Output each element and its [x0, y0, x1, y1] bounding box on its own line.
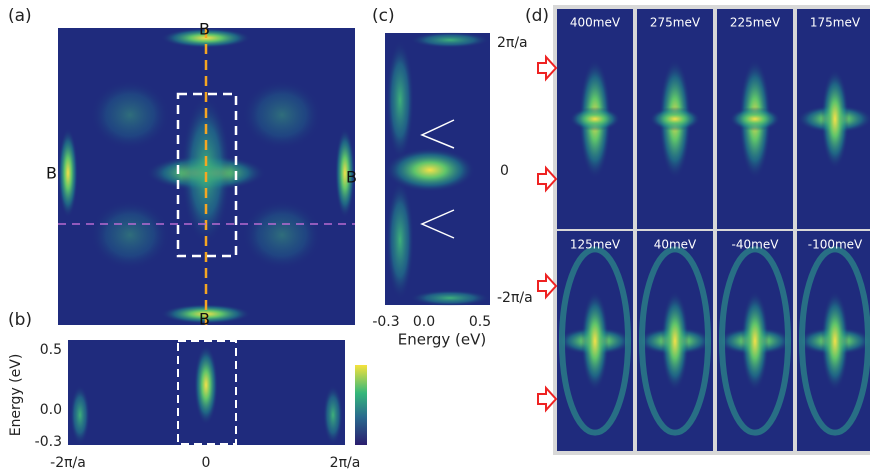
x-tick-label: 0.5 — [469, 314, 491, 330]
panel-label: (b) — [8, 310, 32, 330]
feature — [821, 291, 849, 391]
x-tick-label: 0 — [202, 455, 211, 471]
y-tick-label: -2π/a — [497, 290, 533, 306]
feature — [581, 291, 609, 391]
feature — [90, 200, 170, 270]
marker: B — [199, 20, 210, 39]
marker: B — [346, 168, 357, 187]
map-label: 125meV — [570, 238, 621, 252]
y-tick-label: 0.5 — [40, 342, 62, 358]
y-tick-label: 0 — [500, 163, 509, 179]
feature — [410, 32, 490, 48]
x-tick-label: 0.0 — [413, 314, 435, 330]
panel-label: (a) — [8, 6, 32, 26]
feature — [386, 180, 414, 300]
panel-label: (d) — [525, 6, 549, 26]
marker: B — [46, 164, 57, 183]
feature — [821, 69, 849, 169]
feature — [58, 128, 78, 218]
axis-title: Energy (eV) — [398, 331, 486, 349]
map-label: 400meV — [570, 16, 621, 30]
map-label: -40meV — [732, 238, 780, 252]
map-label: 175meV — [810, 16, 861, 30]
feature — [242, 200, 322, 270]
feature — [90, 80, 170, 150]
map-label: -100meV — [808, 238, 863, 252]
x-tick-label: -2π/a — [50, 455, 86, 471]
feature — [410, 290, 490, 306]
x-tick-label: 2π/a — [330, 455, 361, 471]
y-tick-label: 0.0 — [40, 402, 62, 418]
feature — [661, 291, 689, 391]
feature — [570, 107, 621, 131]
figure: (a) B B B B (b) Energy (eV) 0.5 0.0 -0.3… — [0, 0, 870, 475]
feature — [194, 345, 218, 425]
y-tick-label: -0.3 — [35, 434, 62, 450]
panel-label: (c) — [372, 6, 395, 26]
feature — [70, 385, 90, 445]
map-label: 40meV — [654, 238, 697, 252]
feature — [242, 80, 322, 150]
y-tick-label: 2π/a — [497, 35, 528, 51]
feature — [386, 40, 414, 160]
marker: B — [199, 310, 210, 329]
axis-title: Energy (eV) — [8, 354, 24, 437]
feature — [650, 107, 701, 131]
colorbar — [355, 365, 367, 445]
feature — [741, 291, 769, 391]
feature — [323, 385, 343, 445]
x-tick-label: -0.3 — [372, 314, 399, 330]
map-label: 225meV — [730, 16, 781, 30]
feature — [730, 107, 781, 131]
map-label: 275meV — [650, 16, 701, 30]
